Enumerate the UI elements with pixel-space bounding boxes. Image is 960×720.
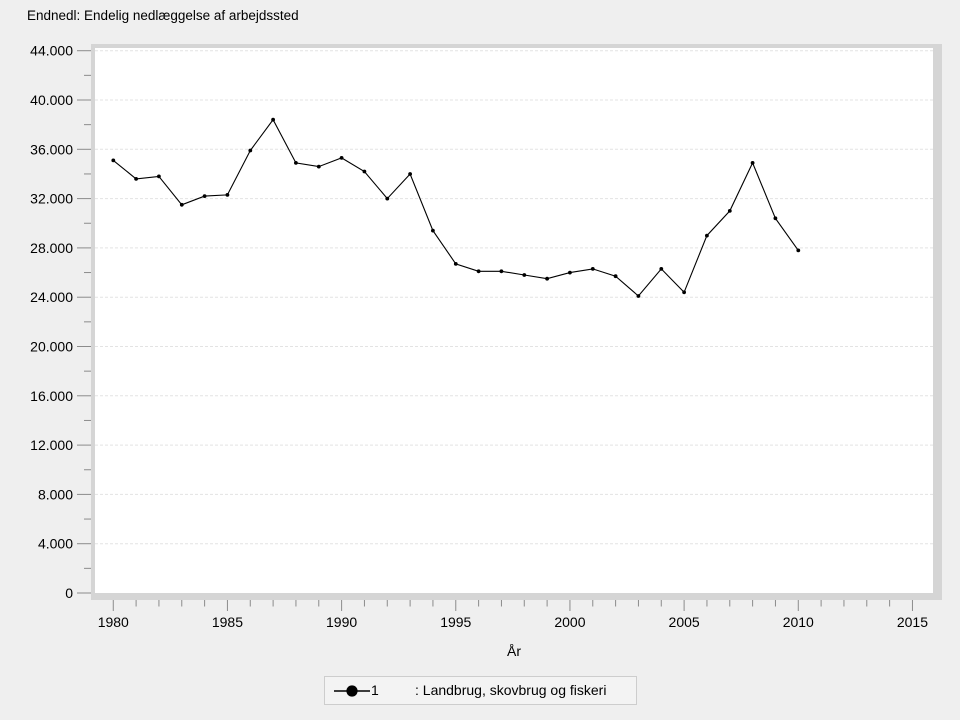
data-point <box>202 194 207 199</box>
data-point <box>179 202 184 207</box>
series-line <box>111 117 801 298</box>
x-tick-label: 1995 <box>440 614 471 630</box>
data-point <box>568 270 572 275</box>
y-tick-label: 44.000 <box>30 43 73 59</box>
legend-series-label: : Landbrug, skovbrug og fiskeri <box>415 682 607 698</box>
y-tick-label: 4.000 <box>38 536 73 552</box>
data-point <box>476 269 481 274</box>
data-point <box>339 156 344 160</box>
data-point <box>682 290 686 295</box>
x-tick-label: 2005 <box>669 614 700 630</box>
data-point <box>750 161 755 165</box>
data-point <box>659 267 664 271</box>
legend-box: 1 : Landbrug, skovbrug og fiskeri <box>324 676 637 705</box>
x-tick-label: 2000 <box>554 614 585 630</box>
x-axis-title: År <box>507 643 521 659</box>
x-tick-label: 2010 <box>783 614 814 630</box>
data-point <box>613 274 618 279</box>
data-point <box>590 267 595 271</box>
plot-frame <box>91 44 942 600</box>
data-point <box>545 276 549 281</box>
y-tick-label: 16.000 <box>30 388 73 404</box>
x-tick-label: 1980 <box>98 614 129 630</box>
data-point <box>431 228 435 233</box>
data-point <box>294 161 298 165</box>
data-point <box>316 164 321 169</box>
y-tick-label: 40.000 <box>30 92 73 108</box>
data-point <box>157 174 161 179</box>
data-point <box>773 216 778 221</box>
data-point <box>796 248 801 253</box>
x-tick-label: 1985 <box>212 614 243 630</box>
x-axis: 1980 1985 1990 1995 2000 2005 2010 2015 <box>98 600 928 630</box>
data-point <box>225 193 230 197</box>
x-tick-label: 1990 <box>326 614 357 630</box>
y-axis: 0 4.000 8.000 12.000 16.000 20.000 24.000 28.00… <box>30 43 91 601</box>
y-tick-label: 28.000 <box>30 240 73 256</box>
y-tick-label: 12.000 <box>30 437 73 453</box>
legend-series-number: 1 <box>371 682 379 698</box>
data-point <box>362 169 367 174</box>
data-point <box>248 148 253 153</box>
data-point <box>271 117 275 122</box>
data-point <box>453 262 458 266</box>
chart-svg: 0 4.000 8.000 12.000 16.000 20.000 24.000 28.00… <box>30 43 942 630</box>
y-tick-label: 20.000 <box>30 339 73 355</box>
y-tick-label: 24.000 <box>30 289 73 305</box>
y-tick-label: 8.000 <box>38 486 73 502</box>
data-point <box>134 177 139 181</box>
chart-title: Endnedl: Endelig nedlæggelse af arbejdss… <box>27 8 299 23</box>
y-tick-label: 32.000 <box>30 191 73 207</box>
y-tick-label: 36.000 <box>30 141 73 157</box>
legend-series-marker-icon <box>334 685 370 697</box>
data-point <box>636 294 641 298</box>
data-point <box>111 158 116 163</box>
data-point <box>499 269 504 274</box>
data-point <box>408 172 412 176</box>
data-point <box>522 273 527 277</box>
data-point <box>705 233 709 238</box>
x-tick-label: 2015 <box>897 614 928 630</box>
data-point <box>727 209 732 213</box>
y-tick-label: 0 <box>65 585 73 601</box>
data-point <box>385 196 390 201</box>
